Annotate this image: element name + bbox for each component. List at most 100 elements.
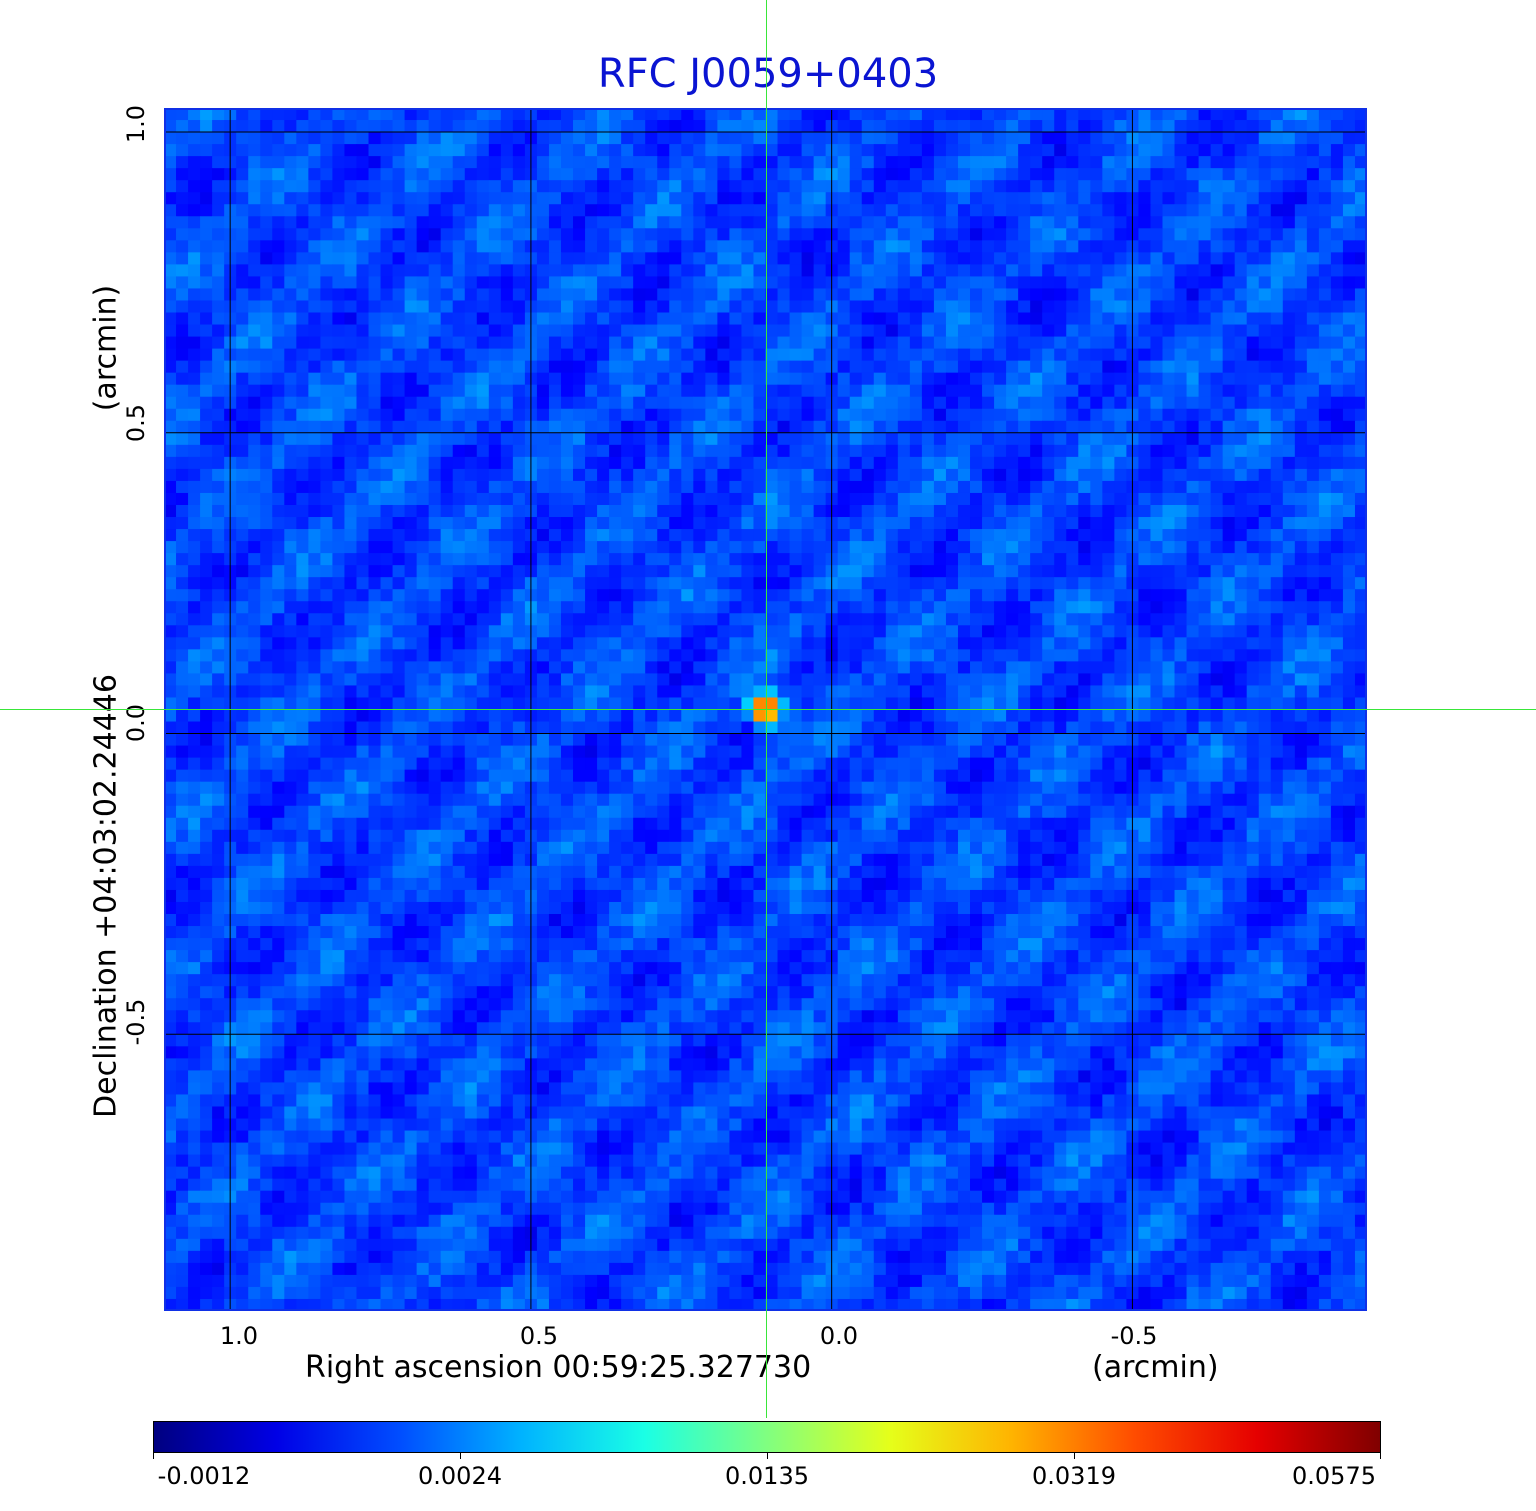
heatmap-cell [440,108,454,121]
heatmap-cell [380,132,394,145]
heatmap-cell [885,108,899,121]
heatmap-cell [176,144,189,157]
heatmap-cell [609,144,622,157]
heatmap-cell [994,120,1007,133]
heatmap-cell [284,132,297,145]
heatmap-cell [945,108,959,121]
heatmap-cell [585,120,598,133]
heatmap-cell [861,132,875,145]
heatmap-cell [560,144,574,157]
heatmap-cell [1138,144,1152,157]
heatmap-cell [633,120,646,133]
heatmap-cell [296,144,309,157]
heatmap-cell [1066,108,1079,121]
heatmap-cell [284,168,297,181]
heatmap-cell [1114,120,1127,133]
heatmap-cell [548,120,562,133]
heatmap-cell [693,120,706,133]
heatmap-cell [416,156,430,169]
heatmap-cell [356,144,370,157]
heatmap-cell [681,156,694,169]
heatmap-cell [560,120,574,133]
heatmap-cell [717,144,731,157]
heatmap-cell [1210,156,1224,169]
heatmap-cell [909,144,923,157]
heatmap-cell [440,156,454,169]
heatmap-cell [428,120,442,133]
heatmap-cell [1210,120,1224,133]
heatmap-cell [560,108,574,121]
heatmap-cell [994,156,1007,169]
heatmap-cell [921,156,935,169]
heatmap-cell [536,120,550,133]
heatmap-cell [765,120,779,133]
heatmap-cell [897,132,911,145]
heatmap-cell [885,120,899,133]
heatmap-cell [488,156,502,169]
heatmap-cell [380,120,394,133]
heatmap-cell [994,108,1007,121]
heatmap-cell [560,132,574,145]
heatmap-plot [164,108,1367,1311]
heatmap-cell [500,156,514,169]
heatmap-cell [861,156,875,169]
heatmap-cell [645,156,658,169]
heatmap-cell [176,132,189,145]
heatmap-cell [248,120,261,133]
heatmap-cell [970,108,983,121]
heatmap-cell [1030,156,1043,169]
heatmap-cell [344,156,358,169]
heatmap-cell [248,156,261,169]
heatmap-cell [380,144,394,157]
heatmap-cell [849,132,863,145]
heatmap-cell [1102,120,1115,133]
heatmap-cell [1222,108,1236,121]
heatmap-cell [1174,144,1188,157]
heatmap-cell [272,108,285,121]
heatmap-cell [873,156,887,169]
heatmap-cell [994,132,1007,145]
heatmap-cell [1306,156,1320,169]
heatmap-cell [861,144,875,157]
heatmap-cell [801,132,815,145]
heatmap-cell [801,144,815,157]
heatmap-cell [801,156,815,169]
heatmap-cell [212,108,225,121]
heatmap-cell [404,156,418,169]
heatmap-cell [909,108,923,121]
heatmap-cell [464,108,478,121]
heatmap-cell [332,144,346,157]
heatmap-cell [789,156,803,169]
heatmap-cell [994,144,1007,157]
heatmap-cell [1222,120,1236,133]
heatmap-cell [1354,108,1367,121]
heatmap-cell [741,132,755,145]
heatmap-cell [909,132,923,145]
heatmap-cell [585,108,598,121]
heatmap-cell [476,108,490,121]
heatmap-cell [440,144,454,157]
heatmap-cell [1282,132,1296,145]
heatmap-cell [320,108,334,121]
heatmap-cell [1066,144,1079,157]
heatmap-cell [1294,156,1308,169]
heatmap-cell [368,144,382,157]
heatmap-cell [464,132,478,145]
heatmap-cell [597,144,610,157]
heatmap-cell [717,132,731,145]
heatmap-cell [669,144,682,157]
heatmap-cell [1294,144,1308,157]
heatmap-cell [1162,108,1176,121]
heatmap-cell [681,120,694,133]
heatmap-cell [296,120,309,133]
heatmap-cell [1042,132,1055,145]
heatmap-cell [933,120,947,133]
heatmap-cell [212,156,225,169]
heatmap-cell [1018,156,1031,169]
heatmap-cell [1330,144,1344,157]
heatmap-cell [1054,132,1067,145]
heatmap-cell [212,168,225,181]
heatmap-cell [753,156,767,169]
heatmap-cell [729,156,743,169]
heatmap-cell [368,156,382,169]
